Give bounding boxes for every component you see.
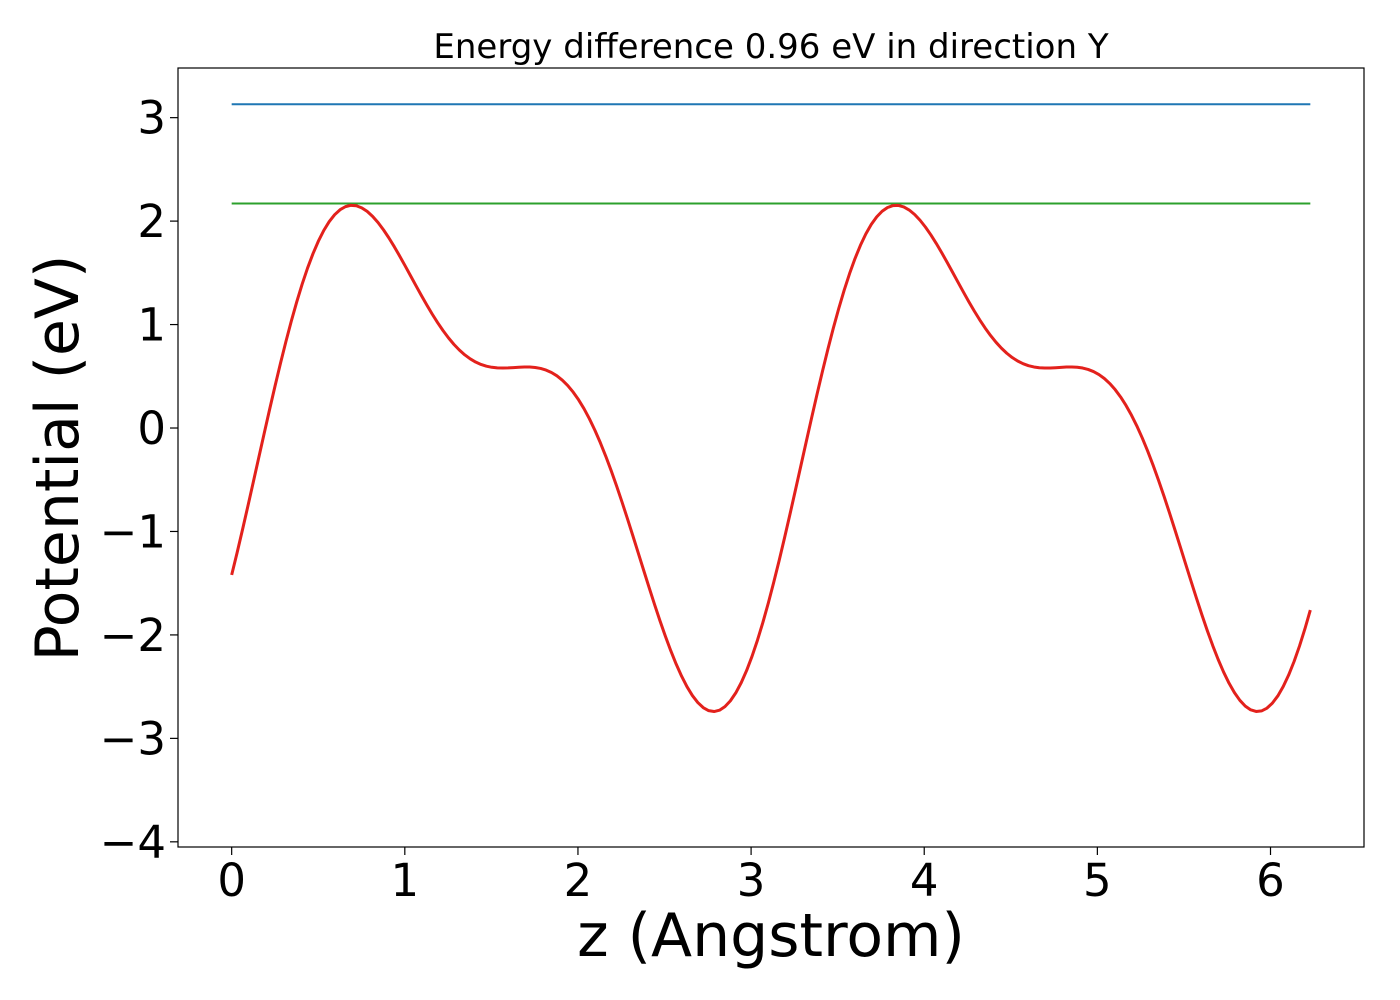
plot-area [177,67,1365,848]
x-axis: 0 1 2 3 4 5 6 [217,847,1285,907]
y-tick-label: −1 [100,505,166,558]
series-layer [230,103,1312,714]
x-axis-title: z (Angstrom) [577,901,965,971]
x-tick-label: 4 [910,854,939,907]
plot-frame [177,67,1365,848]
x-tick-label: 3 [737,854,766,907]
y-tick-label: 0 [137,402,166,455]
y-tick-label: −4 [100,816,166,869]
x-tick-label: 2 [564,854,593,907]
y-tick-label: −3 [100,712,166,765]
y-axis-title: Potential (eV) [23,255,93,662]
y-tick-label: 1 [137,299,166,352]
x-tick-label: 0 [217,854,246,907]
y-tick-label: 2 [137,195,166,248]
y-axis: 3 2 1 0 −1 −2 −3 −4 [100,92,178,869]
x-tick-label: 5 [1083,854,1112,907]
potential-line [230,203,1312,714]
x-tick-label: 1 [390,854,419,907]
y-tick-label: −2 [100,609,166,662]
chart-title: Energy difference 0.96 eV in direction Y [433,27,1108,67]
y-tick-label: 3 [137,92,166,145]
x-tick-label: 6 [1256,854,1285,907]
